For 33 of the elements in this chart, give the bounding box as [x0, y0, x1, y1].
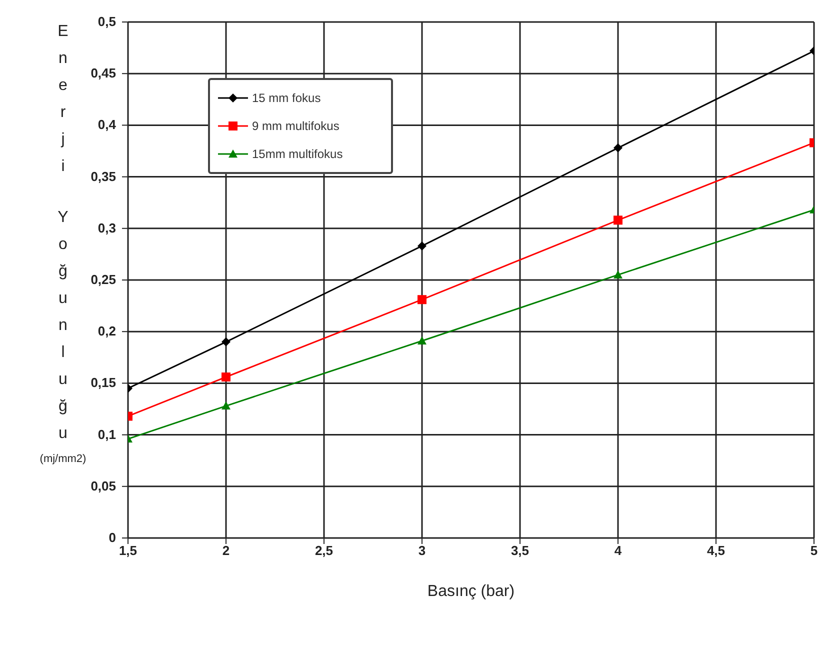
x-tick-label: 5	[810, 543, 818, 558]
y-tick-label: 0,3	[98, 220, 116, 236]
point	[418, 336, 426, 344]
y-tick-label: 0,5	[98, 14, 116, 29]
legend-label: 15 mm fokus	[252, 91, 321, 105]
text: Enerji Yoğunluğu (mj/mm2)	[40, 23, 86, 465]
legend-label: 15mm multifokus	[252, 147, 343, 161]
x-tick-label: 2,5	[314, 543, 334, 558]
x-tick-label: 3,5	[510, 543, 530, 558]
x-tick-label: 3	[418, 543, 426, 558]
legend-label: 9 mm multifokus	[252, 119, 340, 133]
x-tick-label: 4	[614, 543, 622, 558]
point	[222, 337, 230, 346]
point	[222, 372, 230, 382]
y-tick-label: 0,25	[90, 272, 116, 287]
point	[614, 143, 622, 152]
point	[614, 216, 622, 225]
y-tick-label: 0,2	[98, 324, 116, 339]
y-tick-label: 0,15	[90, 375, 116, 390]
y-tick-label: 0,1	[98, 426, 116, 442]
x-tick-label: 1,5	[118, 543, 138, 558]
point	[418, 295, 426, 304]
x-axis-title: Basınç (bar)	[427, 583, 515, 600]
point	[614, 270, 622, 278]
y-tick-label: 0,4	[98, 117, 117, 132]
x-tick-label: 4,5	[706, 543, 726, 558]
point	[418, 241, 426, 250]
y-tick-label: 0,35	[90, 168, 116, 184]
y-tick-label: 0,45	[90, 66, 116, 81]
point	[222, 401, 230, 410]
x-tick-label: 2	[222, 543, 230, 558]
y-tick-label: 0,05	[90, 478, 116, 494]
y-tick-label: 0	[108, 530, 116, 545]
